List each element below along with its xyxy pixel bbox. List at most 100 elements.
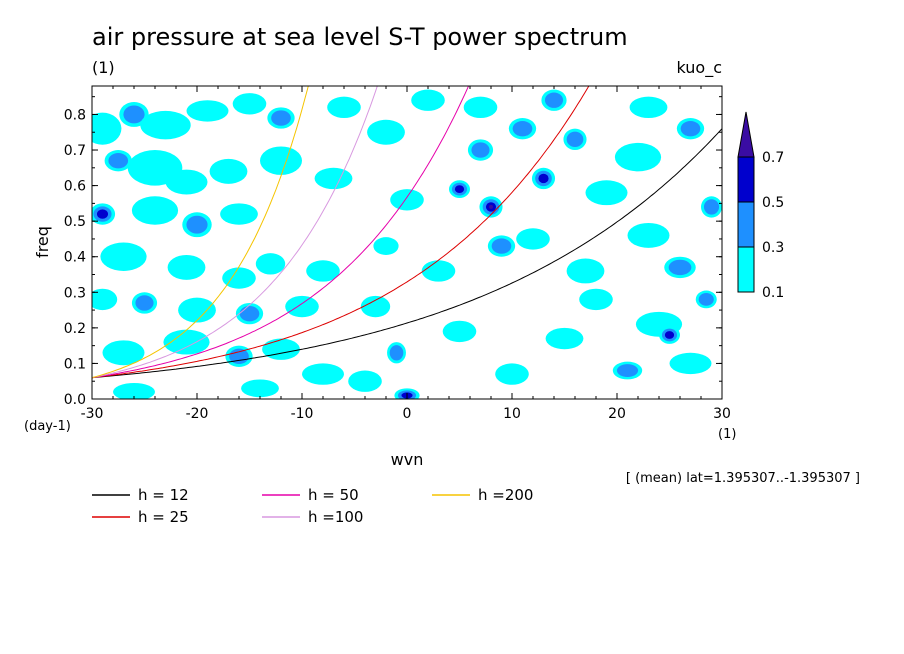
contour-blob-32-level-0 — [241, 379, 279, 398]
y-tick-label-4: 0.4 — [64, 250, 86, 266]
contour-blob-10-level-0 — [260, 146, 302, 175]
contour-blob-64-level-0 — [669, 352, 712, 375]
contour-blob-30-level-0 — [302, 363, 344, 385]
colorbar-label-2: 0.5 — [762, 195, 784, 211]
contour-blob-63-level-0 — [442, 320, 477, 343]
contour-blob-11-level-0 — [314, 167, 353, 190]
contour-blob-42-level-2 — [454, 185, 465, 194]
contour-blob-20-level-0 — [306, 260, 340, 282]
contour-blob-3-level-0 — [186, 100, 229, 122]
contour-blob-46-level-1 — [512, 120, 533, 137]
dispersion-curve-h25 — [92, 86, 590, 379]
x-tick-label-4: 10 — [503, 406, 521, 422]
contour-blob-44-level-3 — [489, 204, 493, 209]
contour-blob-0-level-0 — [92, 112, 122, 145]
contour-blob-35-level-1 — [389, 345, 404, 361]
y-tick-label-6: 0.6 — [64, 179, 86, 195]
contour-blob-21-level-0 — [92, 288, 118, 311]
x-axis-label: wvn — [391, 450, 424, 469]
contour-blob-68-level-0 — [629, 96, 668, 119]
colorbar-segment-1 — [737, 201, 755, 248]
y-axis-label: freq — [33, 226, 52, 258]
y-axis: 0.0 0.1 0.2 0.3 0.4 0.5 0.6 0.7 0.8 — [64, 96, 722, 408]
legend-label-h200: h =200 — [478, 486, 533, 504]
contour-blob-31-level-0 — [113, 382, 155, 399]
contour-blob-59-level-2 — [664, 331, 675, 339]
contour-blob-52-level-0 — [585, 180, 628, 206]
contour-blob-36-level-0 — [360, 295, 391, 318]
x-tick-label-6: 30 — [713, 406, 731, 422]
dispersion-curve-h50 — [92, 86, 470, 379]
contour-blob-69-level-0 — [327, 96, 361, 119]
legend-label-h25: h = 25 — [138, 508, 189, 526]
x-axis: -30 -20 -10 0 10 20 30 — [81, 86, 731, 422]
colorbar-top-arrow — [737, 111, 755, 158]
contour-blob-49-level-1 — [566, 131, 584, 148]
contour-blob-37-level-0 — [373, 237, 399, 255]
dispersion-curves — [92, 86, 722, 379]
x-tick-label-2: -10 — [291, 406, 314, 422]
y-units-label: (day-1) — [24, 419, 71, 434]
contour-blob-2-level-0 — [140, 110, 191, 140]
colorbar-segment-2 — [737, 156, 755, 203]
y-tick-label-7: 0.7 — [64, 143, 86, 159]
contour-blob-14-level-1 — [186, 215, 208, 234]
contour-blob-5-level-1 — [271, 110, 291, 126]
contour-blob-23-level-0 — [178, 297, 216, 323]
contour-blob-39-level-0 — [367, 119, 405, 145]
x-tick-label-5: 20 — [608, 406, 626, 422]
contour-blob-6-level-1 — [108, 153, 129, 169]
contour-blob-25-level-0 — [285, 295, 319, 318]
contour-blob-43-level-1 — [471, 142, 490, 158]
x-tick-label-0: -30 — [81, 406, 104, 422]
contour-blob-26-level-0 — [102, 340, 145, 366]
contour-blob-67-level-0 — [463, 96, 498, 119]
contour-blob-47-level-2 — [538, 173, 549, 184]
y-tick-label-0: 0.0 — [64, 392, 86, 408]
y-tick-label-5: 0.5 — [64, 214, 86, 230]
contour-blob-33-level-0 — [348, 370, 382, 392]
contour-blob-8-level-0 — [165, 169, 208, 195]
colorbar-label-1: 0.3 — [762, 240, 784, 256]
x-tick-label-3: 0 — [403, 406, 412, 422]
contour-blob-48-level-1 — [544, 92, 564, 108]
contour-blob-61-level-0 — [545, 327, 584, 350]
contour-blob-12-level-2 — [96, 209, 109, 219]
y-tick-label-2: 0.2 — [64, 321, 86, 337]
legend: h = 12 h = 25 h = 50 h =100 h =200 — [92, 486, 533, 526]
contour-blob-38-level-0 — [390, 189, 424, 211]
contour-blob-22-level-1 — [135, 295, 154, 311]
contour-blob-57-level-1 — [703, 199, 720, 215]
colorbar-label-3: 0.7 — [762, 150, 784, 166]
contour-blob-27-level-0 — [163, 329, 210, 355]
contour-blob-62-level-0 — [495, 363, 529, 385]
experiment-label: kuo_c — [677, 58, 723, 78]
contour-blob-50-level-0 — [516, 228, 550, 250]
region-note: [ (mean) lat=1.395307..-1.395307 ] — [626, 471, 860, 486]
contour-blob-24-level-1 — [239, 305, 260, 322]
contour-blob-41-level-0 — [421, 260, 456, 282]
contour-blob-29-level-0 — [262, 338, 300, 360]
contour-blob-40-level-0 — [411, 89, 445, 111]
contour-blob-4-level-0 — [232, 93, 267, 115]
x-tick-label-1: -20 — [186, 406, 209, 422]
dispersion-curve-h200 — [92, 86, 309, 379]
colorbar-label-0: 0.1 — [762, 285, 784, 301]
contour-blob-55-level-1 — [668, 259, 692, 276]
contour-blob-16-level-0 — [100, 242, 147, 271]
contour-blob-51-level-0 — [566, 258, 605, 284]
contour-blob-53-level-0 — [614, 142, 662, 172]
legend-label-h100: h =100 — [308, 508, 363, 526]
contour-blob-18-level-0 — [222, 267, 256, 289]
contour-blob-54-level-0 — [627, 222, 670, 248]
dispersion-curve-h12 — [92, 128, 722, 379]
contour-blob-66-level-1 — [698, 293, 714, 306]
legend-label-h12: h = 12 — [138, 486, 189, 504]
contour-blob-9-level-0 — [209, 158, 248, 184]
contour-blob-17-level-0 — [167, 254, 206, 280]
contour-blob-13-level-0 — [131, 196, 179, 225]
legend-label-h50: h = 50 — [308, 486, 359, 504]
contour-field — [92, 89, 722, 399]
contour-blob-60-level-1 — [616, 364, 639, 377]
